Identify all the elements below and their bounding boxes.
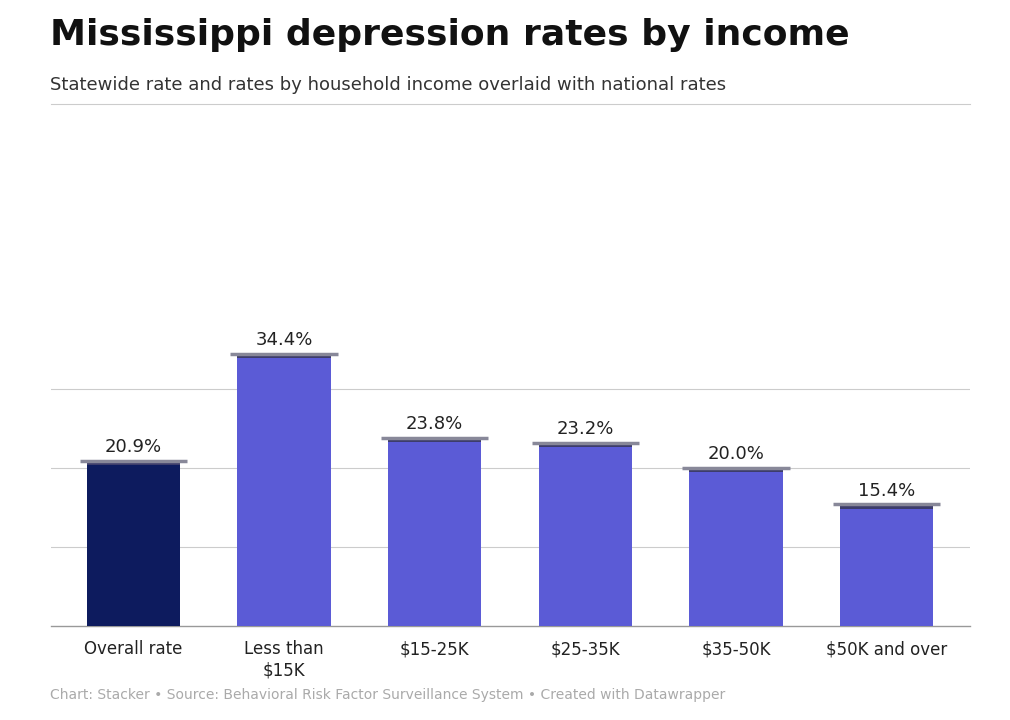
Text: 20.0%: 20.0% <box>708 445 765 463</box>
Bar <box>87 461 180 626</box>
Bar <box>840 505 933 626</box>
Bar <box>538 443 632 447</box>
Text: Chart: Stacker • Source: Behavioral Risk Factor Surveillance System • Created wi: Chart: Stacker • Source: Behavioral Risk… <box>50 688 726 702</box>
Bar <box>690 468 783 626</box>
Bar <box>690 468 783 472</box>
Text: Statewide rate and rates by household income overlaid with national rates: Statewide rate and rates by household in… <box>50 76 726 94</box>
Bar <box>87 461 180 465</box>
Text: 23.2%: 23.2% <box>557 420 614 438</box>
Bar <box>538 443 632 626</box>
Text: Mississippi depression rates by income: Mississippi depression rates by income <box>50 18 850 52</box>
Text: 23.8%: 23.8% <box>406 415 464 433</box>
Text: 20.9%: 20.9% <box>105 438 162 456</box>
Text: 34.4%: 34.4% <box>256 331 313 349</box>
Bar <box>237 354 330 626</box>
Text: 15.4%: 15.4% <box>858 482 915 500</box>
Bar <box>237 354 330 359</box>
Bar <box>840 505 933 509</box>
Bar <box>388 438 482 442</box>
Bar <box>388 438 482 626</box>
